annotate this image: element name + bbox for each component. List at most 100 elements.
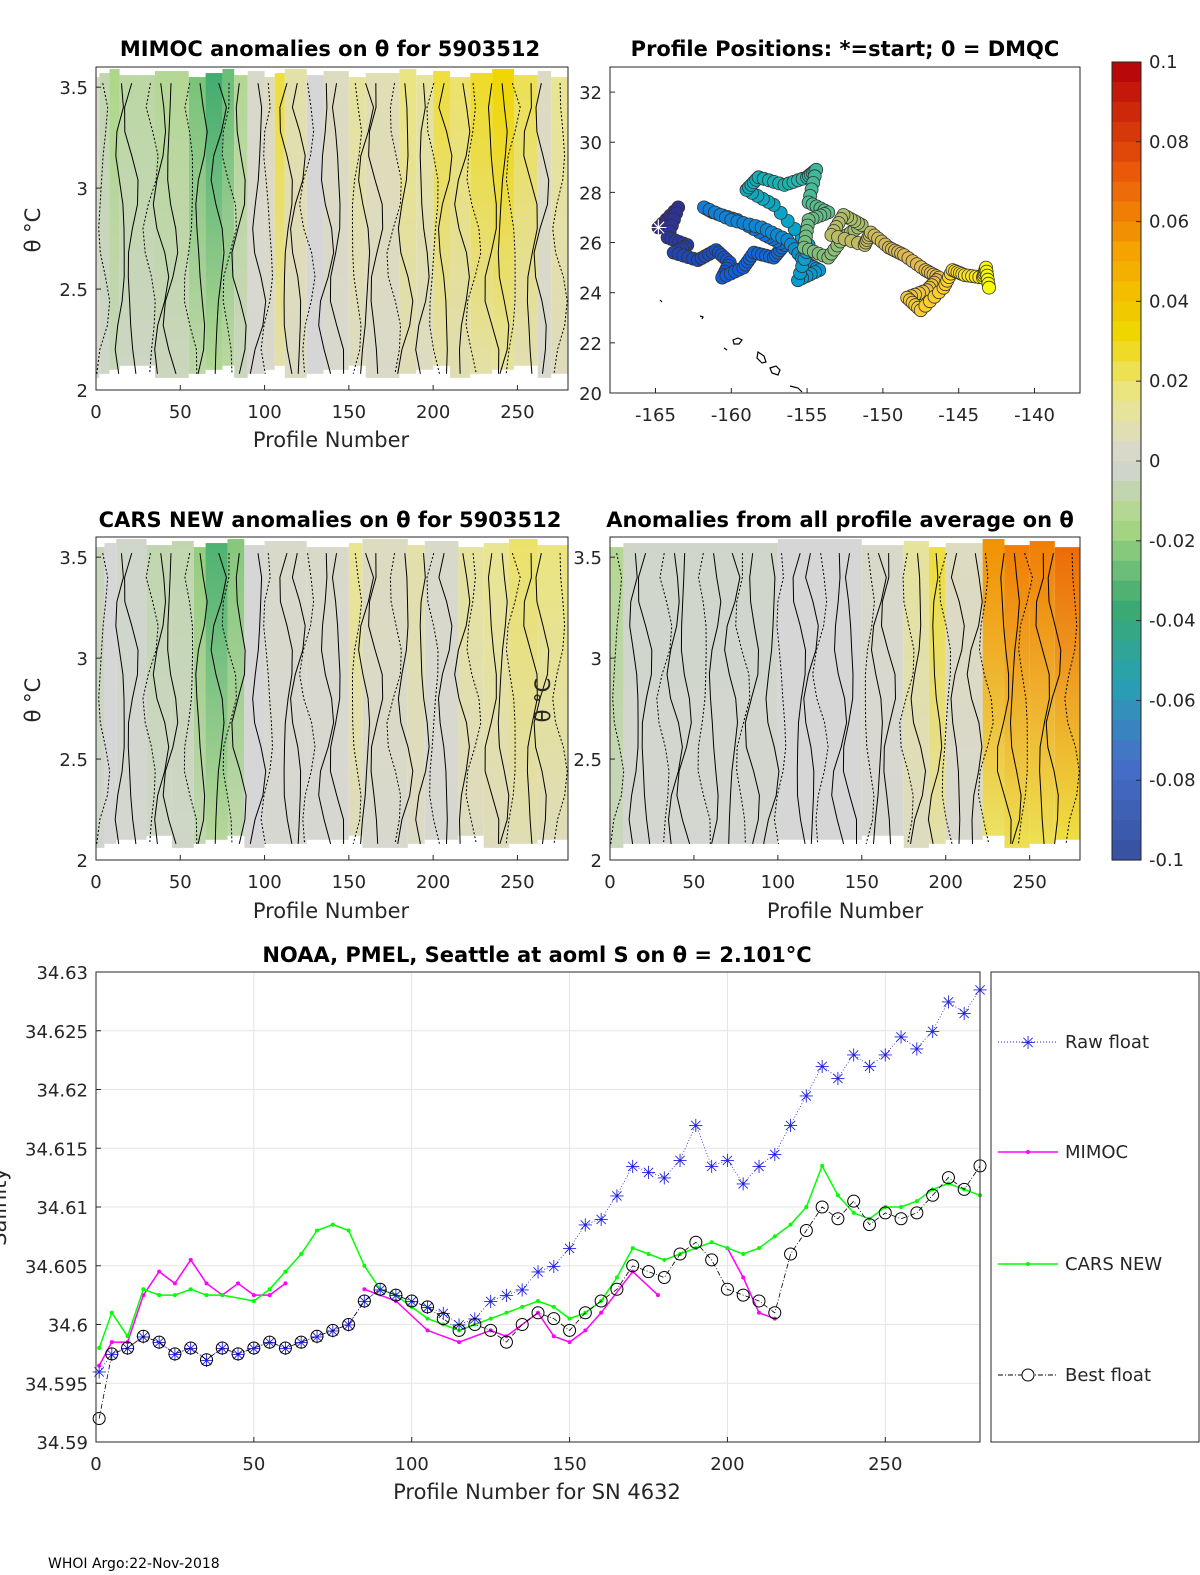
raw-float-point: ✳ [878, 1045, 893, 1066]
colorbar-segment [1112, 281, 1141, 302]
positions-y-tick-label: 28 [579, 183, 602, 204]
raw-float-point: ✳ [325, 1321, 340, 1342]
allavg-contours [610, 552, 1080, 845]
mimoc-contour-line [397, 83, 414, 374]
best-float-point [784, 1247, 798, 1261]
best-float-point [168, 1347, 182, 1361]
hawaii-coastline [659, 299, 803, 393]
cars-contour-line [368, 553, 384, 844]
best-float-point [736, 1288, 750, 1302]
raw-float-point: ✳ [941, 992, 956, 1013]
best-float-point [247, 1341, 261, 1355]
cars-contour-line [484, 553, 500, 844]
raw-float-point: ✳ [262, 1333, 277, 1354]
salinity-x-tick-label: 0 [90, 1454, 101, 1475]
mimoc-contour-line [497, 83, 510, 374]
salinity-plot: ✳✳ ✳✳ ✳✳ ✳✳✳ ✳ ✳ ✳ ✳ ✳ ✳ ✳ ✳✳✳ ✳ ✳ ✳ ✳✳ ✳✳ ✳ ✳✳ ✳✳✳ ✳✳✳ ✳ ✳✳✳✳… [92, 971, 988, 1443]
mimoc-contour-line [249, 83, 267, 374]
colorbar-segment [1112, 500, 1141, 522]
mimoc-y-tick-label: 3 [77, 179, 88, 200]
allavg-contour-line [1018, 552, 1033, 844]
best-float-point [894, 1212, 908, 1226]
best-float-point [673, 1247, 687, 1261]
legend-entry-best-float: Best float [998, 1365, 1151, 1386]
colorbar-segment [1112, 161, 1141, 183]
cars-new-line [98, 1164, 981, 1349]
cars-heatmap [96, 537, 568, 860]
allavg-y-tick-label: 3 [591, 649, 602, 670]
mimoc-panel-title: MIMOC anomalies on θ for 5903512 [120, 37, 540, 61]
mimoc-anomaly-band [323, 71, 349, 370]
mimoc-heatmap [96, 67, 568, 390]
cars-new-point [425, 1316, 430, 1321]
raw-float-point: ✳ [546, 1257, 561, 1278]
legend-cars-new-marker [1026, 1262, 1030, 1266]
best-float-point [294, 1335, 308, 1349]
cars-contour-line [454, 553, 471, 844]
allavg-contour-line [831, 553, 848, 845]
best-float-point [452, 1323, 466, 1337]
allavg-contour-line [763, 553, 780, 844]
mimoc-anomaly-band [470, 73, 493, 374]
raw-float-point: ✳ [562, 1239, 577, 1260]
allavg-anomaly-band [945, 543, 983, 840]
mimoc-x-tick-label: 150 [332, 402, 366, 423]
best-float-point [357, 1294, 371, 1308]
salinity-y-tick-label: 34.595 [25, 1374, 88, 1395]
cars-anomaly-band [96, 547, 105, 848]
salinity-x-tick-label: 250 [868, 1454, 902, 1475]
colorbar-tick-label: 0.06 [1149, 212, 1189, 233]
raw-float-point: ✳ [625, 1157, 640, 1178]
raw-float-point: ✳ [294, 1333, 309, 1354]
cars-anomaly-band [171, 541, 194, 848]
mimoc-contour-line [484, 83, 500, 374]
cars-contour-line [426, 553, 440, 845]
positions-x-tick-label: -150 [862, 405, 903, 426]
salinity-axes: 0 50 100 150 200 250 34.59 34.595 34.6 34.605 34.6… [25, 963, 981, 1475]
raw-float-point: ✳ [673, 1151, 688, 1172]
cars-anomaly-band [146, 545, 172, 836]
best-float-point [910, 1206, 924, 1220]
allavg-x-tick-label: 250 [1012, 872, 1046, 893]
cars-new-point [725, 1246, 730, 1251]
raw-float-point: ✳ [467, 1310, 482, 1331]
cars-new-point [567, 1316, 572, 1321]
colorbar-segment [1112, 201, 1141, 223]
allavg-y-axis-label: θ °C [531, 678, 555, 723]
raw-float-point: ✳ [388, 1286, 403, 1307]
mimoc-contour-line [552, 83, 568, 374]
best-float-point [799, 1224, 813, 1237]
salinity-panel-title: NOAA, PMEL, Seattle at aoml S on θ = 2.1… [262, 943, 811, 967]
cars-contour-line [437, 553, 453, 844]
cars-anomaly-band [348, 543, 363, 836]
mimoc-anomaly-band [433, 71, 450, 366]
salinity-y-tick-label: 34.63 [36, 963, 88, 984]
mimoc-point [236, 1281, 241, 1286]
cars-axes: 0 50 100 150 200 250 2 2.5 3 3.5 [59, 536, 569, 893]
allavg-contour-line [708, 553, 722, 845]
allavg-contour-line [1035, 553, 1050, 844]
cars-new-point [835, 1193, 840, 1198]
mimoc-y-tick-label: 2.5 [59, 280, 88, 301]
cars-y-tick-label: 3 [77, 649, 88, 670]
mimoc-anomaly-band [222, 69, 235, 366]
cars-new-point [299, 1252, 304, 1256]
allavg-anomaly-band [1029, 541, 1055, 844]
colorbar-segment [1112, 560, 1141, 582]
allavg-contour-line [1064, 553, 1080, 844]
best-float-point [815, 1200, 829, 1214]
best-float-point [105, 1347, 119, 1361]
raw-float-point: ✳ [120, 1339, 135, 1360]
raw-float-point: ✳ [183, 1339, 198, 1360]
cars-panel-title: CARS NEW anomalies on θ for 5903512 [99, 508, 562, 532]
mimoc-contour-line [437, 83, 453, 374]
best-float-point [200, 1353, 213, 1367]
colorbar-segment [1112, 221, 1141, 243]
colorbar-segment [1112, 461, 1141, 482]
best-float-point [515, 1318, 529, 1331]
cars-new-point [914, 1199, 919, 1204]
best-float-point [389, 1288, 403, 1302]
mimoc-point [157, 1269, 162, 1274]
positions-map: ✳ [649, 162, 996, 393]
raw-float-point: ✳ [641, 1163, 656, 1184]
